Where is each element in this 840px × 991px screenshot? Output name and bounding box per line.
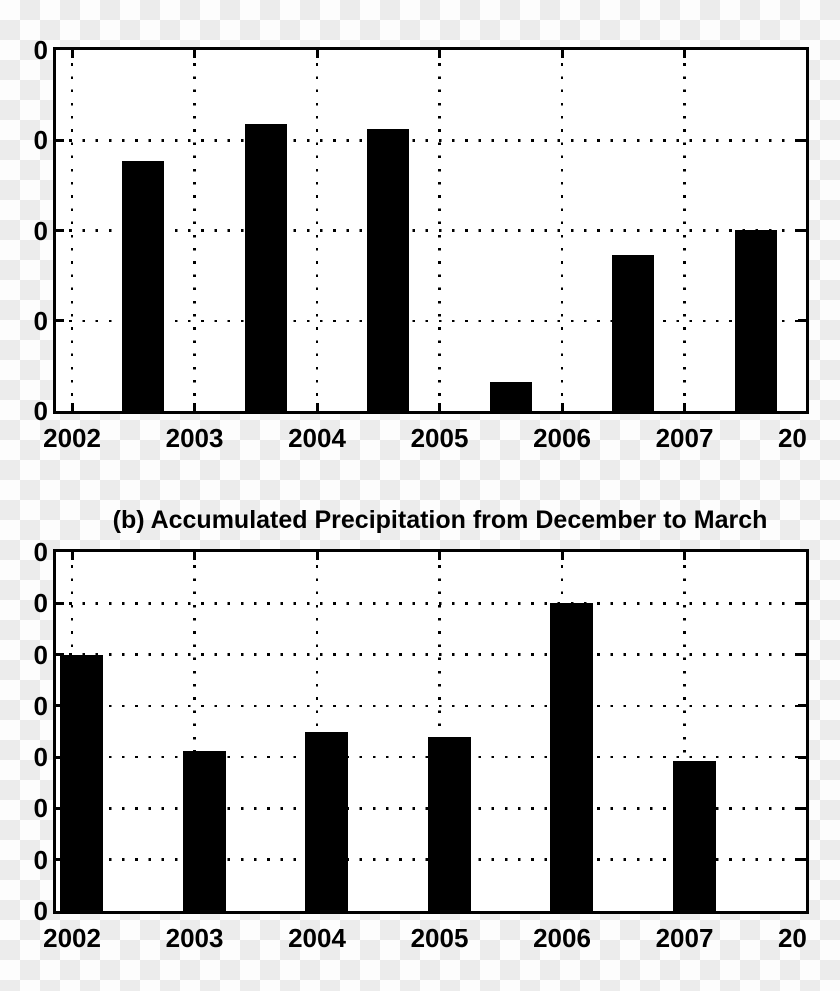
x-tick-label: 2005 bbox=[410, 923, 469, 953]
chart-a-plot-area bbox=[53, 47, 809, 414]
gridline-y-300 bbox=[56, 139, 806, 142]
y-tick-label: 0 bbox=[33, 793, 48, 824]
y-tick-100-right bbox=[798, 858, 806, 862]
y-tick-label: 0 bbox=[33, 35, 48, 65]
x-tick-label: 2003 bbox=[165, 423, 224, 453]
x-tick-label: 2002 bbox=[43, 923, 101, 953]
x-tick-2007-bottom bbox=[682, 903, 686, 911]
x-tick-label: 2005 bbox=[410, 423, 469, 453]
x-tick-2005-top bbox=[438, 552, 441, 560]
x-tick-label: 20 bbox=[777, 923, 807, 953]
y-tick-label: 0 bbox=[33, 215, 48, 246]
x-tick-2007-top bbox=[682, 50, 686, 58]
x-tick-label: 2006 bbox=[533, 423, 591, 453]
x-tick-label: 2004 bbox=[288, 423, 346, 453]
y-tick-100-left bbox=[56, 319, 64, 323]
gridline-x-2005 bbox=[438, 552, 441, 911]
gridline-y-200 bbox=[56, 229, 806, 232]
y-tick-label: 0 bbox=[33, 537, 48, 567]
gridline-y-500 bbox=[56, 653, 806, 656]
x-tick-label: 2003 bbox=[165, 923, 224, 953]
y-tick-200-left bbox=[56, 229, 64, 232]
bar-b-0 bbox=[60, 654, 104, 911]
x-tick-2002-bottom bbox=[70, 403, 74, 411]
bar-b-4 bbox=[550, 603, 594, 911]
x-tick-label: 2007 bbox=[655, 423, 714, 453]
bar-a-0 bbox=[122, 161, 165, 411]
chart-b-plot-area bbox=[53, 549, 809, 914]
y-tick-label: 0 bbox=[33, 896, 48, 926]
y-tick-label: 0 bbox=[33, 125, 48, 156]
bar-b-5 bbox=[672, 761, 716, 911]
x-tick-2003-top bbox=[193, 552, 197, 560]
bar-b-1 bbox=[182, 750, 226, 911]
bar-a-1 bbox=[244, 124, 287, 411]
x-tick-2007-top bbox=[682, 552, 686, 560]
y-tick-label: 0 bbox=[33, 639, 48, 670]
y-tick-300-left bbox=[56, 138, 64, 142]
bar-b-3 bbox=[427, 736, 471, 911]
y-tick-300-right bbox=[798, 755, 806, 759]
gridline-y-600 bbox=[56, 602, 806, 605]
gridline-x-2003 bbox=[193, 552, 196, 911]
x-tick-2002-top bbox=[70, 552, 74, 560]
x-tick-2003-bottom bbox=[193, 903, 197, 911]
x-tick-2006-top bbox=[560, 50, 564, 58]
bar-a-4 bbox=[612, 254, 655, 411]
y-tick-100-left bbox=[56, 858, 64, 862]
y-tick-600-left bbox=[56, 601, 64, 605]
y-tick-200-right bbox=[798, 806, 806, 810]
x-tick-2003-bottom bbox=[193, 403, 197, 411]
y-tick-200-left bbox=[56, 806, 64, 810]
gridline-y-100 bbox=[56, 319, 806, 322]
y-tick-100-right bbox=[798, 319, 806, 323]
x-tick-label: 2002 bbox=[43, 423, 101, 453]
chart-b-title: (b) Accumulated Precipitation from Decem… bbox=[112, 506, 768, 534]
x-tick-label: 20 bbox=[777, 423, 807, 453]
y-tick-label: 0 bbox=[33, 690, 48, 721]
gridline-y-400 bbox=[56, 704, 806, 708]
y-tick-500-right bbox=[798, 653, 806, 657]
x-tick-2004-top bbox=[315, 50, 319, 58]
y-tick-600-right bbox=[798, 601, 806, 605]
y-tick-500-left bbox=[56, 653, 64, 657]
x-tick-2004-top bbox=[315, 552, 319, 560]
x-tick-label: 2007 bbox=[655, 923, 714, 953]
y-tick-label: 0 bbox=[33, 588, 48, 619]
bar-a-3 bbox=[489, 382, 532, 411]
bar-b-2 bbox=[305, 731, 349, 911]
y-tick-label: 0 bbox=[33, 844, 48, 875]
x-tick-2006-bottom bbox=[560, 903, 564, 911]
y-tick-400-left bbox=[56, 704, 64, 708]
x-tick-2005-bottom bbox=[438, 403, 441, 411]
gridline-x-2007 bbox=[683, 552, 686, 911]
y-tick-label: 0 bbox=[33, 742, 48, 773]
x-tick-2004-bottom bbox=[315, 903, 319, 911]
x-tick-2007-bottom bbox=[682, 403, 686, 411]
bar-a-5 bbox=[734, 229, 777, 411]
y-tick-300-right bbox=[798, 138, 806, 142]
x-tick-2004-bottom bbox=[315, 403, 319, 411]
x-tick-2006-bottom bbox=[560, 403, 564, 411]
x-tick-2003-top bbox=[193, 50, 197, 58]
y-tick-200-right bbox=[798, 229, 806, 232]
bar-a-2 bbox=[367, 129, 410, 411]
y-tick-label: 0 bbox=[33, 396, 48, 426]
x-tick-2002-bottom bbox=[70, 903, 74, 911]
x-tick-label: 2006 bbox=[533, 923, 591, 953]
y-tick-400-right bbox=[798, 704, 806, 708]
x-tick-2005-bottom bbox=[438, 903, 441, 911]
y-tick-label: 0 bbox=[33, 305, 48, 336]
x-tick-2006-top bbox=[560, 552, 564, 560]
x-tick-label: 2004 bbox=[288, 923, 346, 953]
x-tick-2005-top bbox=[438, 50, 441, 58]
x-tick-2002-top bbox=[70, 50, 74, 58]
y-tick-300-left bbox=[56, 755, 64, 759]
